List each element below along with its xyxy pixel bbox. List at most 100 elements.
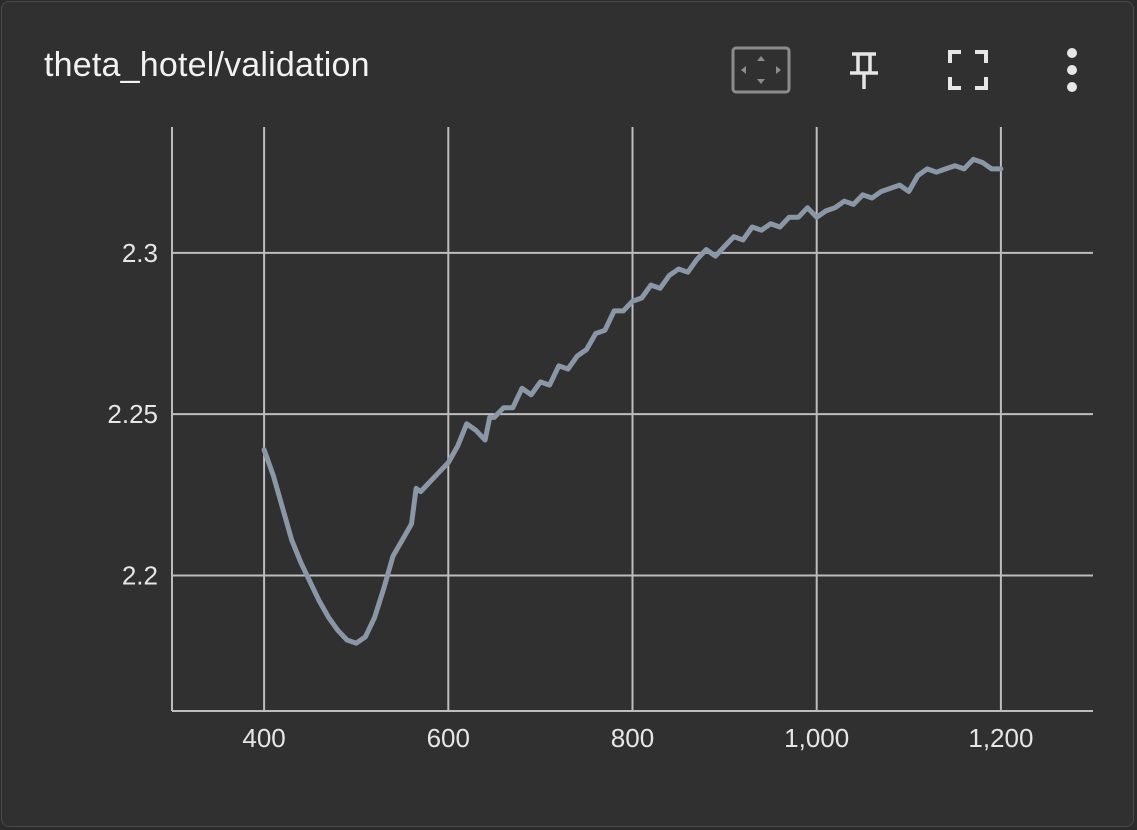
data-point xyxy=(824,209,828,213)
data-point xyxy=(414,486,418,490)
more-options-button[interactable] xyxy=(1042,42,1102,98)
data-point xyxy=(336,628,340,632)
fit-domain-icon xyxy=(731,46,791,94)
data-point xyxy=(281,506,285,510)
more-vert-icon xyxy=(1067,48,1077,92)
x-tick-label: 1,200 xyxy=(968,723,1033,753)
tick-labels: 400 600 800 1,000 1,200 2.2 2.25 2.3 xyxy=(107,238,1033,753)
data-point xyxy=(741,238,745,242)
data-point xyxy=(695,257,699,261)
data-point xyxy=(354,641,358,645)
fullscreen-button[interactable] xyxy=(938,42,998,98)
data-point xyxy=(428,480,432,484)
data-point xyxy=(456,444,460,448)
data-point xyxy=(382,586,386,590)
data-point xyxy=(815,215,819,219)
data-point xyxy=(778,225,782,229)
data-point xyxy=(658,286,662,290)
data-point xyxy=(759,228,763,232)
data-point xyxy=(787,215,791,219)
data-point xyxy=(483,438,487,442)
data-point xyxy=(488,415,492,419)
data-point xyxy=(916,173,920,177)
data-point xyxy=(446,461,450,465)
data-point xyxy=(805,206,809,210)
data-point xyxy=(594,331,598,335)
data-point xyxy=(990,167,994,171)
data-point xyxy=(732,235,736,239)
data-point xyxy=(677,267,681,271)
data-point xyxy=(980,160,984,164)
data-point xyxy=(363,635,367,639)
data-point xyxy=(934,170,938,174)
data-point xyxy=(723,244,727,248)
data-point xyxy=(271,473,275,477)
x-tick-label: 400 xyxy=(242,723,285,753)
data-point xyxy=(640,296,644,300)
x-tick-label: 600 xyxy=(427,723,470,753)
data-point xyxy=(898,183,902,187)
y-tick-label: 2.2 xyxy=(122,560,158,590)
data-point xyxy=(290,538,294,542)
data-point xyxy=(861,193,865,197)
data-point xyxy=(566,367,570,371)
data-point xyxy=(373,615,377,619)
data-point xyxy=(299,561,303,565)
data-point xyxy=(971,157,975,161)
data-point xyxy=(529,393,533,397)
data-point xyxy=(621,309,625,313)
grid xyxy=(172,127,1093,711)
data-point xyxy=(584,348,588,352)
fullscreen-icon xyxy=(948,50,988,90)
data-point xyxy=(465,422,469,426)
data-point xyxy=(631,299,634,303)
data-point xyxy=(953,164,957,168)
data-point xyxy=(925,167,929,171)
data-point xyxy=(400,538,404,542)
data-point xyxy=(907,190,911,194)
data-point xyxy=(502,406,506,410)
data-point xyxy=(667,273,671,277)
data-point xyxy=(308,580,312,584)
series xyxy=(261,156,1004,646)
pin-button[interactable] xyxy=(834,42,894,98)
x-tick-label: 1,000 xyxy=(784,723,849,753)
data-point xyxy=(999,167,1003,171)
data-point xyxy=(262,448,266,452)
data-point xyxy=(833,206,837,210)
data-point xyxy=(548,383,552,387)
data-point xyxy=(713,254,717,258)
data-point xyxy=(474,428,478,432)
data-point xyxy=(511,406,515,410)
data-point xyxy=(603,328,607,332)
data-point xyxy=(345,638,349,642)
y-tick-label: 2.3 xyxy=(122,238,158,268)
data-point xyxy=(879,190,883,194)
data-point xyxy=(796,215,800,219)
data-point xyxy=(962,167,966,171)
x-tick-label: 800 xyxy=(611,723,654,753)
data-point xyxy=(520,386,524,390)
data-point xyxy=(870,196,874,200)
data-point xyxy=(317,599,321,603)
data-point xyxy=(842,199,846,203)
data-point xyxy=(612,309,616,313)
fit-domain-button[interactable] xyxy=(731,42,791,98)
data-point xyxy=(557,364,561,368)
chart-title: theta_hotel/validation xyxy=(44,46,370,84)
data-point xyxy=(704,248,708,252)
data-point xyxy=(944,167,948,171)
data-point xyxy=(492,415,496,419)
y-tick-label: 2.25 xyxy=(107,399,158,429)
data-point xyxy=(327,615,331,619)
pin-icon xyxy=(850,52,878,89)
axes xyxy=(171,127,1093,712)
data-point xyxy=(391,554,395,558)
data-point xyxy=(769,222,773,226)
data-point xyxy=(575,354,579,358)
data-point xyxy=(419,490,423,494)
data-point xyxy=(686,270,690,274)
data-point xyxy=(852,202,856,206)
data-point xyxy=(437,470,441,474)
